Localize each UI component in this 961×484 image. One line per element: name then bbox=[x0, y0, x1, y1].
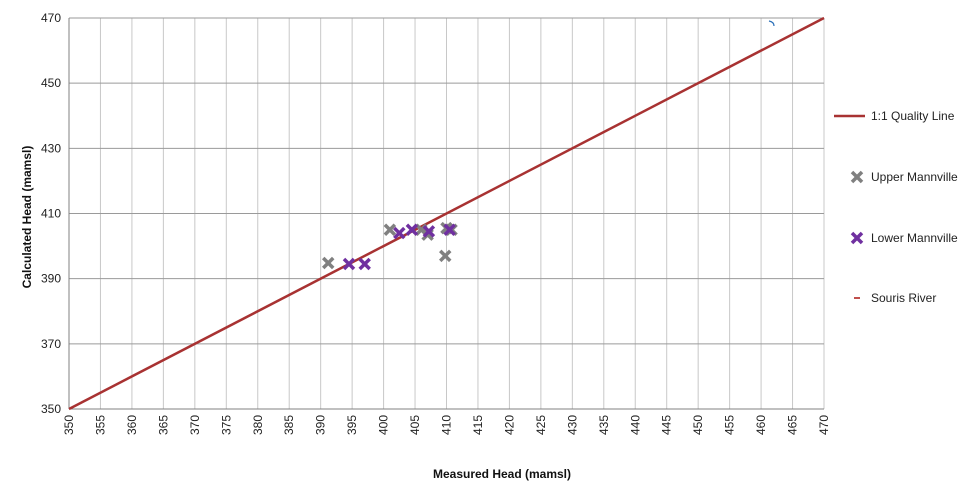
lower-mannville-point bbox=[393, 226, 406, 240]
x-tick-label: 355 bbox=[93, 415, 107, 435]
x-tick-label: 455 bbox=[723, 415, 737, 435]
legend-item: 1:1 Quality Line bbox=[834, 109, 955, 123]
x-tick-label: 460 bbox=[754, 415, 768, 435]
x-tick-label: 390 bbox=[314, 415, 328, 435]
legend-x-swatch bbox=[850, 170, 864, 184]
lower-mannville-point bbox=[358, 257, 371, 271]
quality-line bbox=[68, 16, 825, 411]
lower-mannville-point bbox=[443, 223, 456, 237]
y-tick-label: 410 bbox=[41, 207, 61, 221]
upper-mannville-point bbox=[383, 223, 397, 237]
upper-mannville-point-stroke bbox=[383, 223, 397, 237]
x-tick-label: 450 bbox=[691, 415, 705, 435]
legend-x-swatch-stroke bbox=[850, 231, 864, 245]
x-tick-label: 445 bbox=[660, 415, 674, 435]
lower-mannville-point bbox=[342, 257, 356, 271]
x-tick-label: 370 bbox=[188, 415, 202, 435]
x-tick-label: 350 bbox=[62, 415, 76, 435]
lower-mannville-point-stroke bbox=[405, 223, 419, 237]
legend-item: Lower Mannville bbox=[850, 231, 958, 245]
legend-x-swatch-stroke bbox=[850, 170, 864, 184]
x-tick-label: 440 bbox=[628, 415, 642, 435]
upper-mannville-point bbox=[439, 249, 452, 263]
x-axis-title: Measured Head (mamsl) bbox=[433, 467, 571, 481]
lower-mannville-point-stroke bbox=[342, 257, 356, 271]
y-axis-tick-labels: 350 370 390 410 430 450 470 bbox=[41, 11, 61, 416]
x-tick-label: 470 bbox=[817, 415, 831, 435]
x-tick-label: 385 bbox=[282, 415, 296, 435]
x-tick-label: 400 bbox=[377, 415, 391, 435]
x-tick-label: 375 bbox=[219, 415, 233, 435]
x-tick-label: 380 bbox=[251, 415, 265, 435]
y-tick-label: 470 bbox=[41, 11, 61, 25]
x-tick-label: 415 bbox=[471, 415, 485, 435]
legend-label: 1:1 Quality Line bbox=[871, 109, 955, 123]
lower-mannville-point-stroke bbox=[443, 223, 456, 237]
plot-area bbox=[68, 16, 825, 411]
legend-label: Souris River bbox=[871, 291, 936, 305]
x-tick-label: 365 bbox=[156, 415, 170, 435]
stray-mark-icon bbox=[768, 20, 775, 27]
legend-label: Upper Mannville bbox=[871, 170, 958, 184]
y-tick-label: 390 bbox=[41, 272, 61, 286]
legend-label: Lower Mannville bbox=[871, 231, 958, 245]
upper-mannville-point-stroke bbox=[439, 249, 452, 263]
y-tick-label: 350 bbox=[41, 402, 61, 416]
legend-item: Souris River bbox=[854, 291, 936, 305]
legend-x-swatch bbox=[850, 231, 864, 245]
lower-mannville-point bbox=[405, 223, 419, 237]
legend: 1:1 Quality Line Upper Mannville Lower Man… bbox=[834, 109, 958, 305]
x-tick-label: 395 bbox=[345, 415, 359, 435]
legend-item: Upper Mannville bbox=[850, 170, 958, 184]
x-tick-label: 430 bbox=[565, 415, 579, 435]
lower-mannville-point-stroke bbox=[422, 225, 436, 238]
y-axis-title: Calculated Head (mamsl) bbox=[20, 146, 34, 289]
x-tick-label: 425 bbox=[534, 415, 548, 435]
lower-mannville-point-stroke bbox=[358, 257, 371, 271]
x-tick-label: 360 bbox=[125, 415, 139, 435]
x-axis-tick-labels: 350 355 360 365 370 375 380 385 390 395 400 405 410 4… bbox=[62, 415, 831, 435]
upper-mannville-point-stroke bbox=[321, 256, 335, 270]
lower-mannville-point-stroke bbox=[393, 226, 406, 240]
x-tick-label: 465 bbox=[786, 415, 800, 435]
x-tick-label: 420 bbox=[502, 415, 516, 435]
x-tick-label: 410 bbox=[440, 415, 454, 435]
y-tick-label: 430 bbox=[41, 141, 61, 155]
y-tick-label: 370 bbox=[41, 337, 61, 351]
upper-mannville-point bbox=[321, 256, 335, 270]
x-tick-label: 435 bbox=[597, 415, 611, 435]
lower-mannville-point bbox=[422, 225, 436, 238]
y-tick-label: 450 bbox=[41, 76, 61, 90]
x-tick-label: 405 bbox=[408, 415, 422, 435]
